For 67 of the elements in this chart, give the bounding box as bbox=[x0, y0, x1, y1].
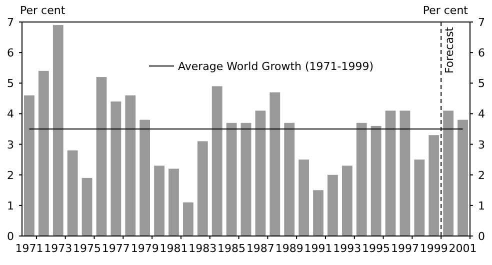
bar bbox=[342, 166, 352, 236]
x-tick-label: 2001 bbox=[448, 242, 477, 255]
x-tick-label: 1977 bbox=[102, 242, 130, 255]
bar bbox=[38, 70, 49, 236]
bar bbox=[226, 122, 237, 236]
bar bbox=[182, 202, 194, 236]
bar bbox=[212, 86, 222, 236]
bar bbox=[110, 101, 122, 236]
x-tick-label: 1987 bbox=[246, 242, 274, 255]
x-tick-label: 1973 bbox=[44, 242, 72, 255]
x-tick-label: 1993 bbox=[333, 242, 362, 255]
x-tick-label: 1997 bbox=[390, 242, 419, 255]
bar bbox=[356, 122, 367, 236]
bar bbox=[240, 122, 252, 236]
bar bbox=[328, 174, 338, 236]
y2-tick-label: 0 bbox=[478, 230, 485, 243]
y2-tick-label: 1 bbox=[478, 199, 485, 212]
ref-line-label: Forecast bbox=[443, 26, 456, 74]
bar bbox=[140, 120, 150, 236]
x-tick-label: 1995 bbox=[362, 242, 390, 255]
bar bbox=[52, 25, 64, 236]
bar bbox=[96, 77, 107, 236]
bar bbox=[458, 120, 468, 236]
bar bbox=[284, 122, 295, 236]
x-tick-label: 1975 bbox=[73, 242, 102, 255]
bar bbox=[270, 92, 280, 236]
bar bbox=[24, 95, 34, 236]
y-tick-label: 4 bbox=[7, 108, 14, 121]
y-tick-label: 6 bbox=[7, 46, 14, 60]
bar bbox=[255, 110, 266, 236]
y2-tick-label: 3 bbox=[478, 138, 485, 152]
y-tick-label: 1 bbox=[7, 199, 14, 212]
x-tick-label: 1999 bbox=[420, 242, 448, 255]
x-tick-label: 1981 bbox=[160, 242, 188, 255]
x-tick-label: 1983 bbox=[188, 242, 217, 255]
bar bbox=[197, 141, 208, 236]
y2-tick-label: 7 bbox=[478, 16, 485, 29]
x-tick-label: 1979 bbox=[130, 242, 159, 255]
x-tick-label: 1971 bbox=[15, 242, 44, 255]
bar bbox=[414, 160, 425, 236]
y-tick-label: 5 bbox=[7, 77, 14, 90]
x-tick-label: 1985 bbox=[218, 242, 246, 255]
y-tick-label: 0 bbox=[7, 230, 14, 243]
y-tick-label: 2 bbox=[7, 168, 14, 182]
bar bbox=[443, 110, 454, 236]
bar bbox=[125, 95, 136, 236]
bar bbox=[298, 160, 310, 236]
x-tick-label: 1991 bbox=[304, 242, 332, 255]
bar bbox=[313, 190, 324, 236]
legend-label: Average World Growth (1971-1999) bbox=[178, 60, 374, 73]
y2-tick-label: 2 bbox=[478, 168, 485, 182]
bar bbox=[428, 135, 440, 236]
y2-tick-label: 5 bbox=[478, 77, 485, 90]
x-tick-label: 1989 bbox=[275, 242, 304, 255]
y2-axis-title: Per cent bbox=[422, 4, 469, 17]
y2-tick-label: 6 bbox=[478, 46, 485, 60]
y-axis-title: Per cent bbox=[20, 4, 66, 17]
bar bbox=[154, 166, 164, 236]
bar bbox=[168, 168, 179, 236]
bar bbox=[400, 110, 410, 236]
y2-tick-label: 4 bbox=[478, 108, 485, 121]
y-tick-label: 3 bbox=[7, 138, 14, 152]
bar bbox=[82, 178, 92, 236]
bar bbox=[67, 150, 78, 236]
bar bbox=[370, 126, 382, 236]
bar bbox=[385, 110, 396, 236]
y-tick-label: 7 bbox=[7, 16, 14, 29]
